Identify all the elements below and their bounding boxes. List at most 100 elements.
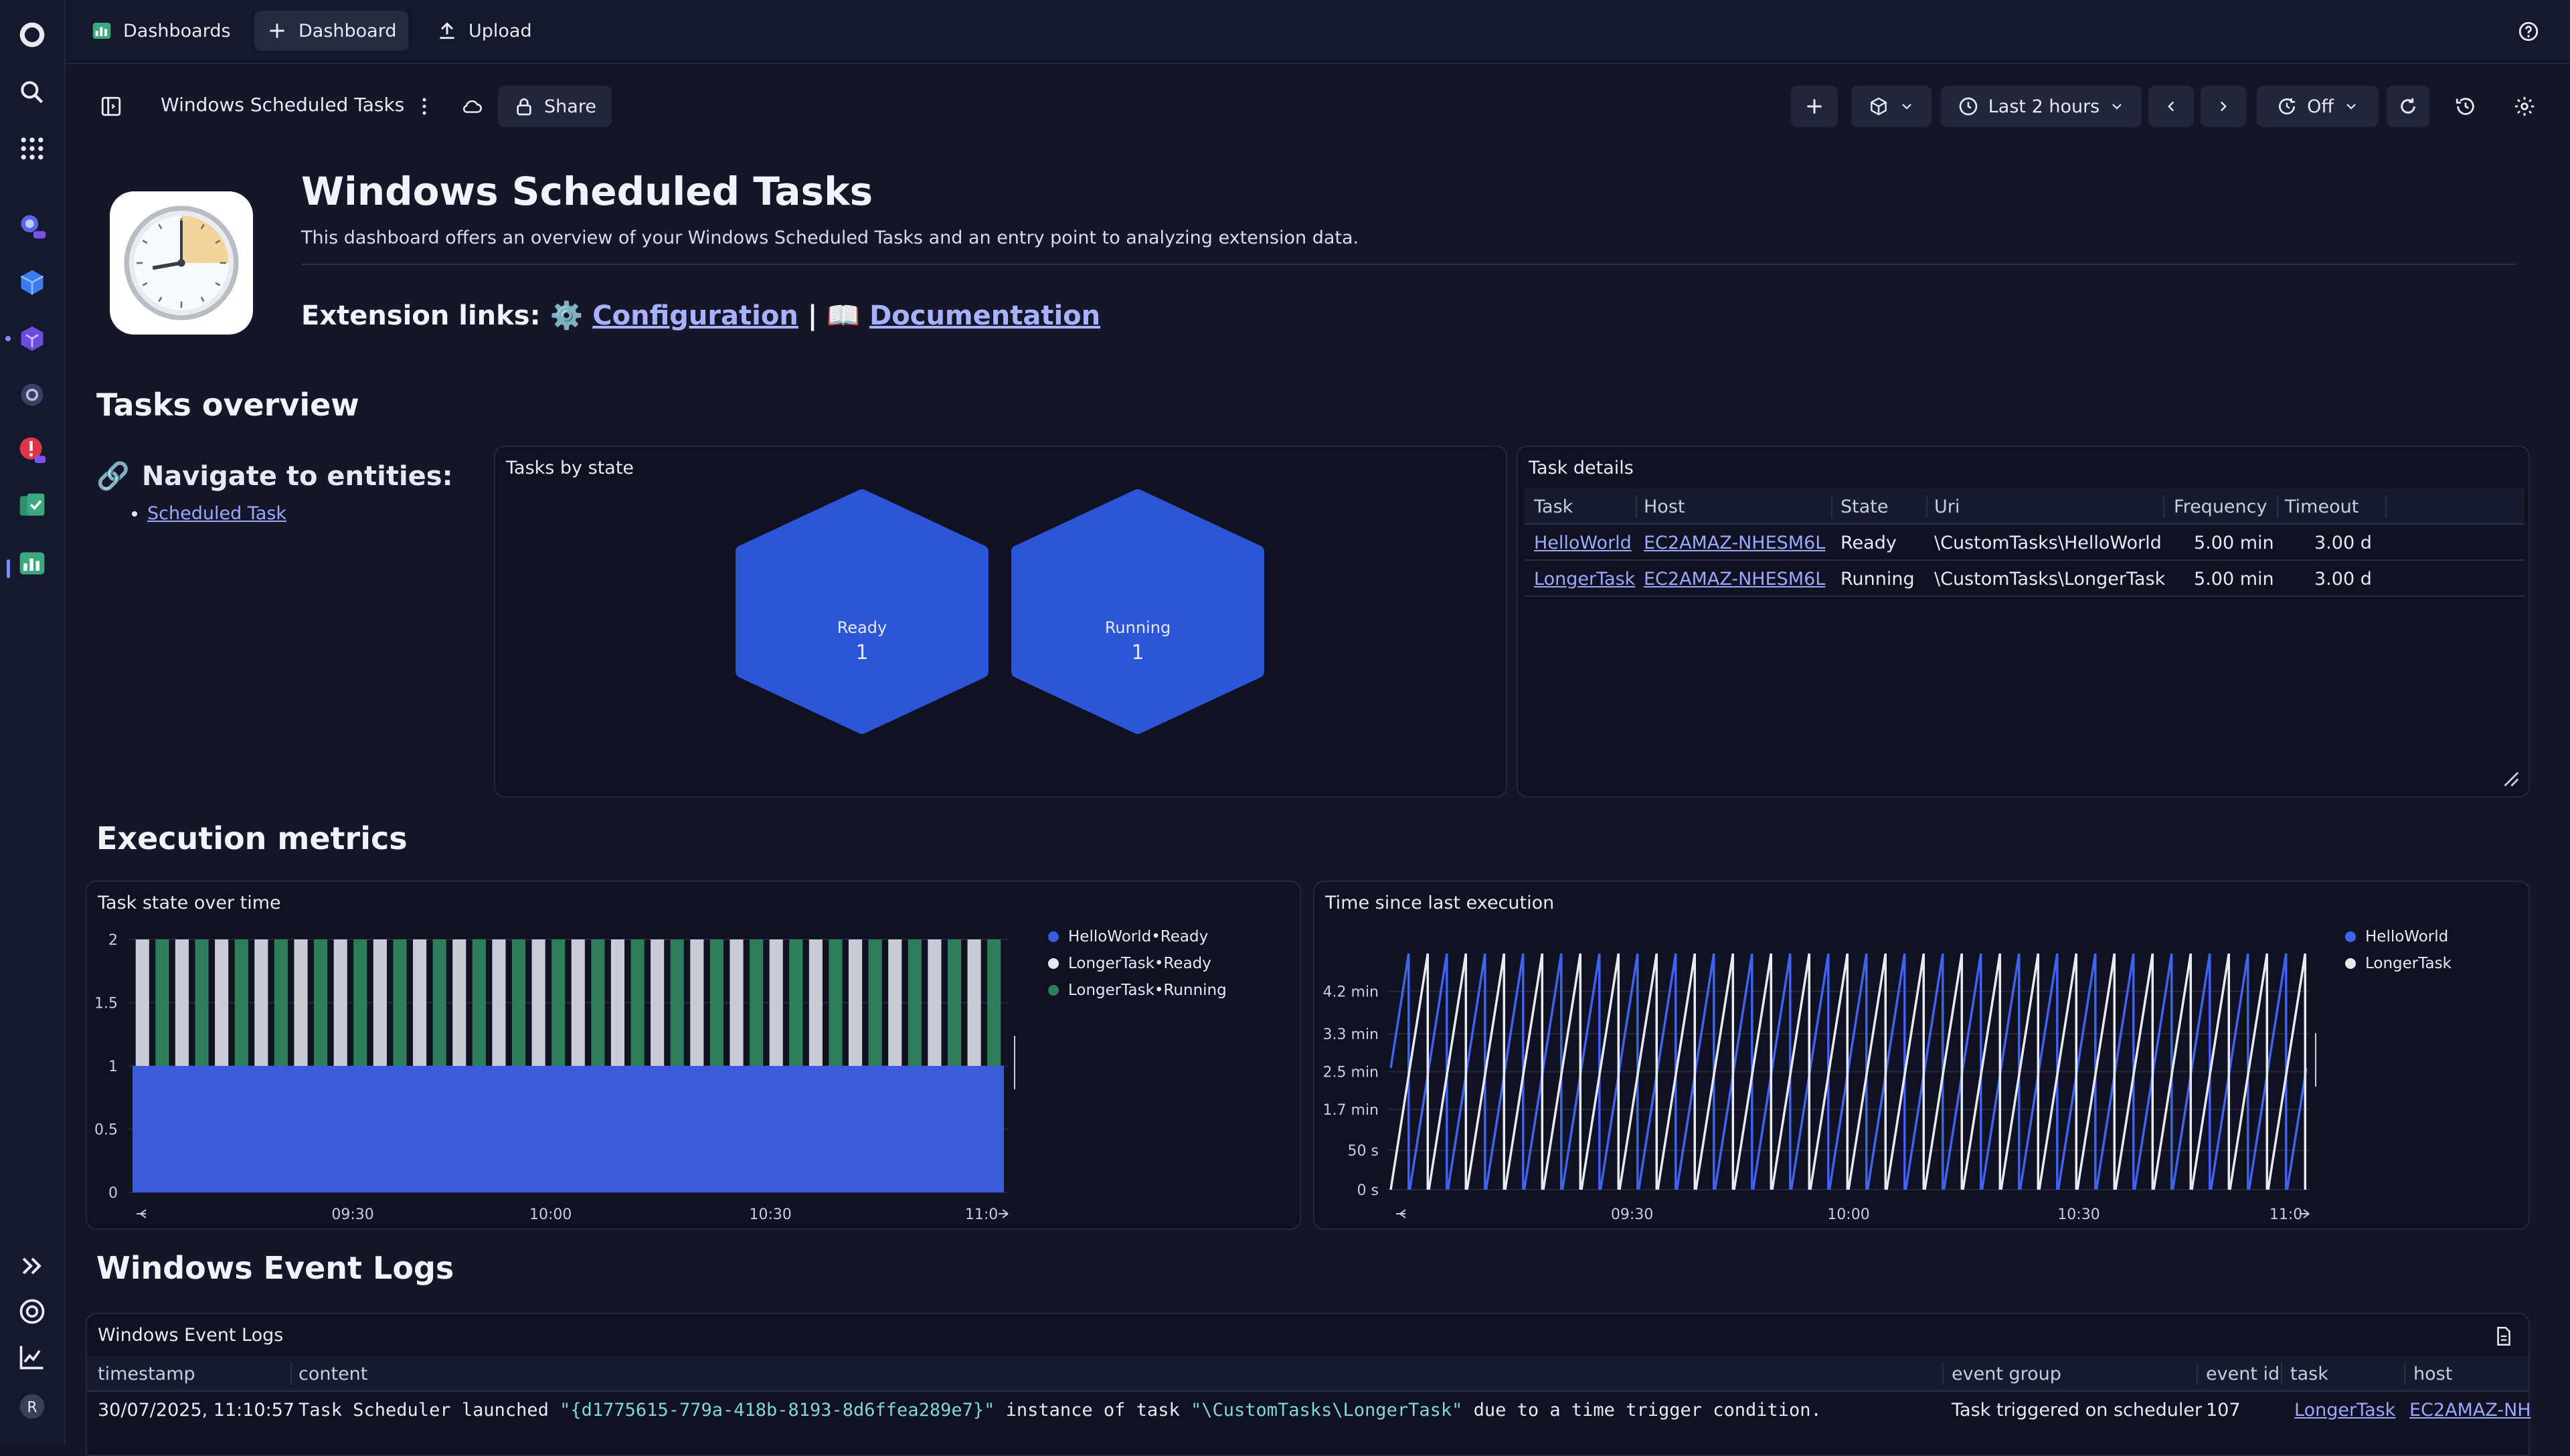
col-state[interactable]: State <box>1840 496 1889 517</box>
search-new-app-icon[interactable] <box>16 210 48 242</box>
col-task[interactable]: Task <box>1534 496 1573 517</box>
extension-links: Extension links: ⚙️ Configuration | 📖 Do… <box>301 300 1100 331</box>
honeycomb-running[interactable] <box>1011 489 1264 734</box>
col-event-group[interactable]: event group <box>1952 1364 2061 1384</box>
col-frequency[interactable]: Frequency <box>2174 496 2267 517</box>
resize-handle-icon[interactable] <box>2499 767 2522 790</box>
settings-gear-icon[interactable] <box>2506 86 2543 127</box>
top-bar: Dashboards Dashboard Upload <box>66 0 2570 64</box>
col-host[interactable]: host <box>2413 1364 2453 1384</box>
log-timestamp: 30/07/2025, 11:10:57 <box>98 1400 295 1421</box>
bar <box>432 939 446 1066</box>
legend-item[interactable]: HelloWorld <box>2345 923 2452 950</box>
table-row: 30/07/2025, 11:10:57 Task Scheduler laun… <box>87 1392 2531 1427</box>
help-icon[interactable] <box>2510 11 2547 52</box>
dashboard-name[interactable]: Windows Scheduled Tasks <box>161 94 405 116</box>
bar <box>630 939 645 1066</box>
history-icon[interactable] <box>2447 86 2484 127</box>
apps-grid-icon[interactable] <box>16 132 48 165</box>
timeframe-back-button[interactable] <box>2148 86 2194 127</box>
frequency-cell: 5.00 min <box>2194 533 2274 553</box>
legend-item[interactable]: LongerTask•Ready <box>1048 950 1227 977</box>
dynatrace-logo-icon[interactable] <box>16 19 48 51</box>
log-task-link[interactable]: LongerTask <box>2294 1400 2396 1421</box>
segments-dropdown[interactable] <box>1851 86 1932 127</box>
legend-item[interactable]: HelloWorld•Ready <box>1048 923 1227 950</box>
dashboards-app-icon[interactable] <box>16 547 48 579</box>
host-link[interactable]: EC2AMAZ-NHESM6L <box>1644 533 1826 553</box>
host-link[interactable]: EC2AMAZ-NHESM6L <box>1644 569 1826 589</box>
refresh-button[interactable] <box>2387 86 2429 127</box>
col-content[interactable]: content <box>298 1364 368 1384</box>
scheduled-task-link[interactable]: Scheduled Task <box>147 503 287 524</box>
tile-title: Time since last execution <box>1325 893 1555 913</box>
bar <box>353 939 367 1066</box>
bar <box>928 939 942 1066</box>
checklist-app-icon[interactable] <box>16 490 48 522</box>
documentation-link[interactable]: Documentation <box>869 300 1101 331</box>
uri-cell: \CustomTasks\HelloWorld <box>1934 533 2162 553</box>
section-tasks-overview: Tasks overview <box>96 387 359 423</box>
timeout-cell: 3.00 d <box>2314 569 2372 589</box>
tasks-by-state-tile: Tasks by state Ready 1 Running 1 <box>494 446 1507 798</box>
bar <box>709 939 723 1066</box>
honeycomb-ready[interactable] <box>736 489 989 734</box>
tile-title: Windows Event Logs <box>98 1325 284 1346</box>
legend-label: LongerTask•Running <box>1068 982 1227 999</box>
auto-refresh-dropdown[interactable]: Off <box>2257 86 2379 127</box>
bar <box>610 939 625 1066</box>
bar <box>670 939 684 1066</box>
bar <box>769 939 783 1066</box>
extension-links-label: Extension links: <box>301 300 541 331</box>
legend-label: HelloWorld•Ready <box>1068 928 1209 945</box>
task-link[interactable]: LongerTask <box>1534 569 1636 589</box>
legend-item[interactable]: LongerTask•Running <box>1048 977 1227 1004</box>
col-event-id[interactable]: event id <box>2206 1364 2280 1384</box>
help-support-icon[interactable] <box>16 1295 48 1328</box>
col-task[interactable]: task <box>2290 1364 2328 1384</box>
task-state-chart[interactable]: 2 1.5 1 0.5 0 09:30 10:00 10:30 11:0 <box>87 882 1300 1228</box>
legend-item[interactable]: LongerTask <box>2345 950 2452 977</box>
time-since-execution-chart[interactable]: 4.2 min 3.3 min 2.5 min 1.7 min 50 s 0 s 09:30… <box>1314 882 2529 1228</box>
timeframe-forward-button[interactable] <box>2201 86 2246 127</box>
settings-app-icon[interactable] <box>16 379 48 411</box>
col-uri[interactable]: Uri <box>1934 496 1960 517</box>
task-details-tile: Task details Task Host State Uri Frequen… <box>1517 446 2530 798</box>
header-divider <box>301 264 2516 265</box>
share-button[interactable]: Share <box>498 86 612 127</box>
expand-rail-icon[interactable] <box>16 1250 48 1282</box>
new-dashboard-button[interactable]: Dashboard <box>254 11 409 51</box>
col-timeout[interactable]: Timeout <box>2285 496 2359 517</box>
configuration-link[interactable]: Configuration <box>592 300 798 331</box>
current-app-indicator <box>7 559 10 578</box>
search-icon[interactable] <box>16 76 48 108</box>
more-options-icon[interactable] <box>406 86 443 127</box>
extensions-app-icon[interactable] <box>16 323 48 355</box>
user-avatar-icon[interactable]: R <box>16 1390 48 1423</box>
bar <box>234 939 248 1066</box>
metrics-icon[interactable] <box>16 1341 48 1373</box>
task-link[interactable]: HelloWorld <box>1534 533 1632 553</box>
cube-app-icon[interactable] <box>16 266 48 298</box>
col-host[interactable]: Host <box>1644 496 1685 517</box>
dashboards-tab[interactable]: Dashboards <box>79 11 243 51</box>
bar <box>987 939 1001 1066</box>
sidebar-toggle-icon[interactable] <box>92 86 130 127</box>
link-icon: 🔗 <box>96 461 130 492</box>
log-content-text: instance of task <box>995 1400 1191 1421</box>
document-icon[interactable] <box>2492 1325 2515 1348</box>
timeframe-selector[interactable]: Last 2 hours <box>1941 86 2142 127</box>
tile-title: Tasks by state <box>506 458 634 478</box>
col-timestamp[interactable]: timestamp <box>98 1364 195 1384</box>
auto-refresh-label: Off <box>2307 96 2334 117</box>
honeycomb-running-label: Running <box>1104 618 1171 637</box>
log-host-link[interactable]: EC2AMAZ-NH <box>2409 1400 2531 1421</box>
y-tick-label: 0 <box>108 1185 118 1202</box>
upload-button[interactable]: Upload <box>424 11 544 51</box>
left-rail: R <box>0 0 66 1445</box>
honeycomb-running-value: 1 <box>1131 641 1144 664</box>
problems-app-icon[interactable] <box>16 434 48 466</box>
add-tile-button[interactable] <box>1791 86 1838 127</box>
log-content-text: Task Scheduler launched <box>298 1400 560 1421</box>
bar <box>452 939 466 1066</box>
